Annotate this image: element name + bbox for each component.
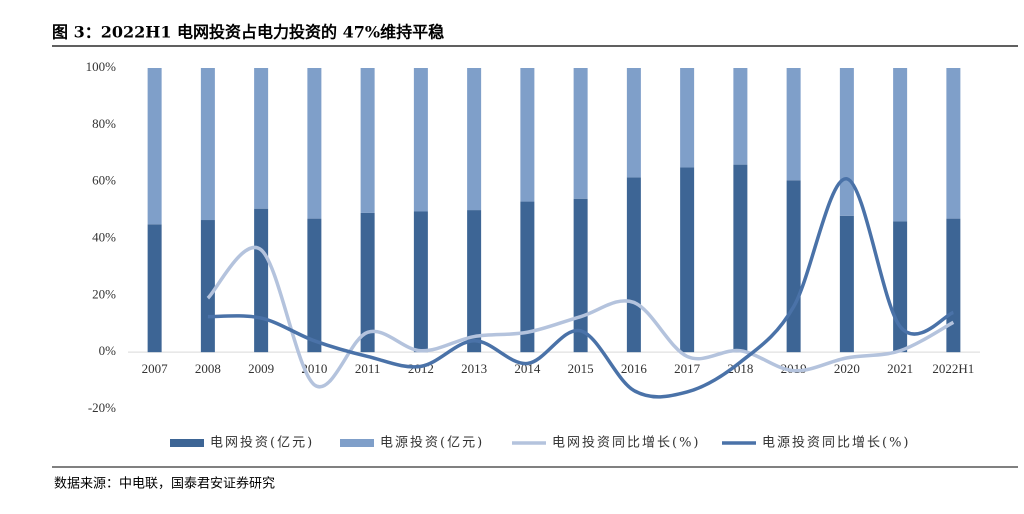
legend-swatch [340,439,374,447]
y-tick-label: 80% [92,116,116,131]
bar [786,180,801,353]
x-tick-label: 2021 [887,361,913,376]
y-tick-label: 60% [92,173,116,188]
y-tick-label: 20% [92,286,116,301]
bar [680,68,695,168]
line [207,177,955,399]
y-tick-label: 100% [86,59,117,74]
source: 数据来源：中电联，国泰君安证券研究 [54,476,275,492]
x-tick-label: 2017 [674,361,701,376]
bar [360,212,375,353]
x-tick-label: 2007 [142,361,169,376]
legend-label: 电网投资同比增长(%) [552,435,701,451]
bar [839,68,854,216]
x-tick-label: 2019 [781,361,807,376]
bar [573,68,588,199]
line [206,245,955,389]
y-tick-label: -20% [88,400,116,415]
bar [307,68,322,219]
bar [200,220,215,353]
x-tick-label: 2011 [355,361,381,376]
bar [360,68,375,213]
bar [786,68,801,181]
bar [946,68,961,219]
bar [467,210,482,353]
x-tick-label: 2020 [834,361,860,376]
bar [520,68,535,202]
x-tick-label: 2022H1 [932,361,974,376]
chart-title: 图 3：2022H1 电网投资占电力投资的 47%维持平稳 [52,23,444,42]
legend-label: 电网投资(亿元) [210,435,314,451]
bar [946,218,961,353]
bar [254,68,269,209]
bar [893,68,908,222]
bar [733,68,748,165]
bar [733,164,748,353]
bar [626,177,641,353]
bar [147,68,162,225]
bar [254,208,269,353]
y-tick-label: 0% [99,343,117,358]
legend-label: 电源投资同比增长(%) [762,435,911,451]
bar [307,218,322,353]
x-tick-label: 2008 [195,361,221,376]
bar [413,211,428,353]
y-tick-label: 40% [92,229,116,244]
x-tick-label: 2015 [568,361,594,376]
legend-swatch [170,439,204,447]
x-tick-label: 2016 [621,361,648,376]
bar [626,68,641,178]
bar [680,167,695,353]
x-tick-label: 2018 [727,361,753,376]
x-tick-label: 2009 [248,361,274,376]
bar [520,201,535,353]
bar [467,68,482,211]
bar [413,68,428,212]
x-tick-label: 2013 [461,361,487,376]
x-tick-label: 2014 [514,361,541,376]
legend-label: 电源投资(亿元) [380,435,484,451]
bar [200,68,215,221]
bar [147,224,162,353]
bar [839,215,854,353]
